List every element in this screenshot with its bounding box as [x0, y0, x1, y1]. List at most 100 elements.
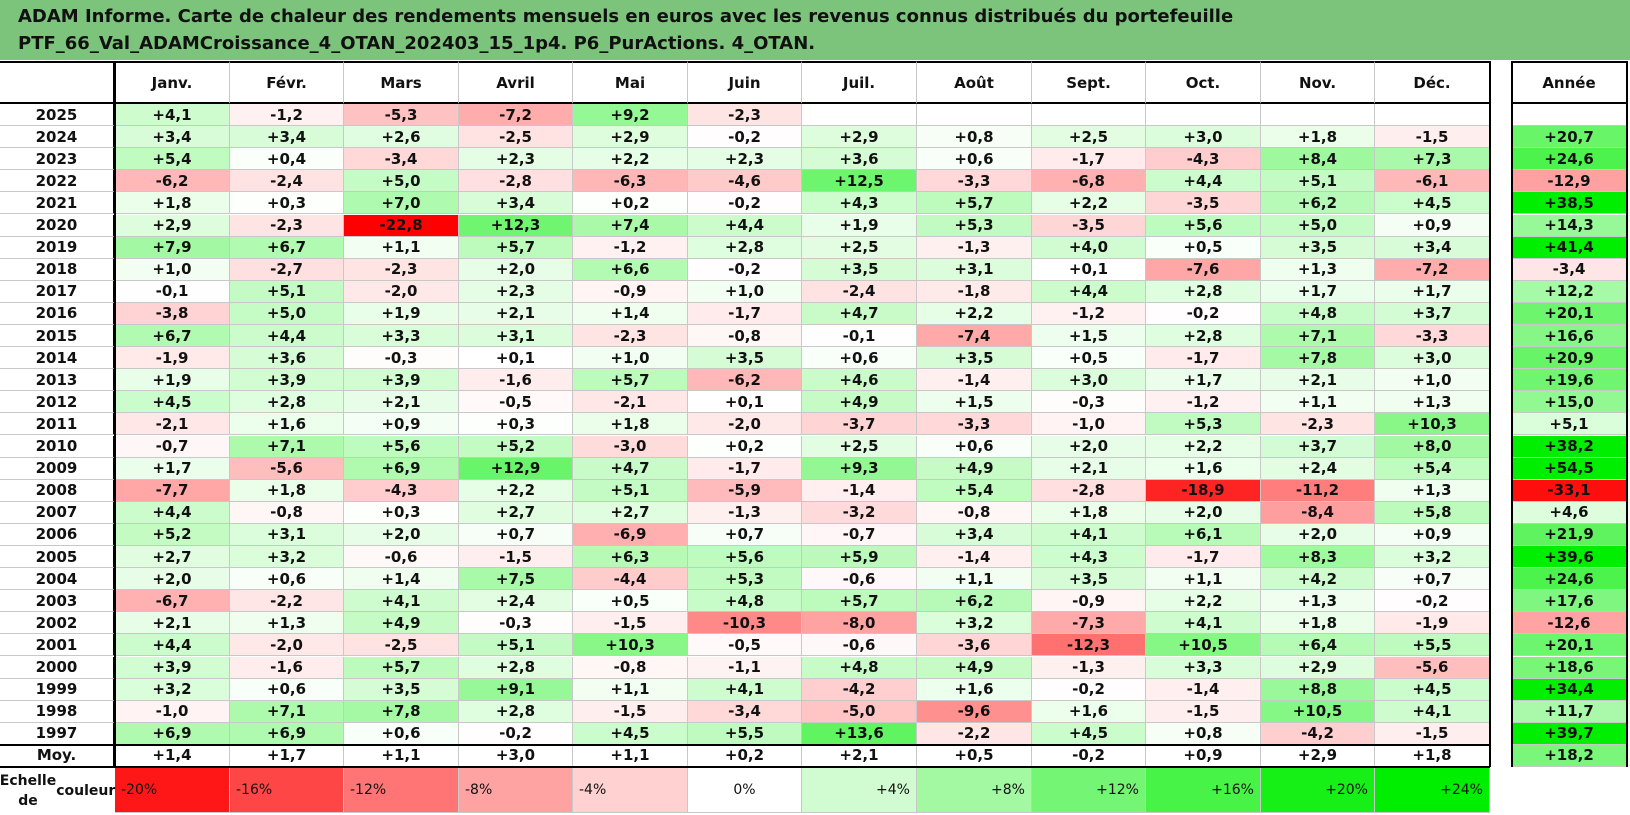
heatmap-cell: +4,1 [688, 678, 802, 701]
heatmap-cell: +5,5 [688, 722, 802, 745]
heatmap-cell: -0,9 [573, 280, 688, 303]
heatmap-cell: +1,0 [573, 347, 688, 370]
heatmap-cell: +2,1 [459, 302, 573, 325]
heatmap-cell: -9,6 [917, 700, 1032, 723]
year-label: 2008 [0, 479, 115, 502]
heatmap-cell [1375, 104, 1490, 127]
heatmap-cell: +3,0 [1032, 369, 1146, 392]
heatmap-cell: +7,8 [1261, 347, 1375, 370]
heatmap-cell: +7,4 [573, 214, 688, 237]
heatmap-cell: +1,3 [1375, 479, 1490, 502]
heatmap-cell: +1,1 [573, 678, 688, 701]
heatmap-cell: +4,1 [115, 104, 230, 127]
heatmap-cell: +4,4 [1146, 170, 1261, 193]
heatmap-cell: +1,9 [344, 302, 459, 325]
heatmap-cell: -0,2 [688, 192, 802, 215]
heatmap-cell: +1,6 [1032, 700, 1146, 723]
annual-cell: +41,4 [1512, 236, 1627, 259]
heatmap-cell: +5,2 [459, 435, 573, 458]
color-scale-swatch: +20% [1261, 768, 1375, 813]
heatmap-cell: -1,5 [573, 612, 688, 635]
heatmap-cell: -3,5 [1146, 192, 1261, 215]
heatmap-cell: -2,8 [1032, 479, 1146, 502]
heatmap-cell: +1,9 [802, 214, 917, 237]
heatmap-cell: -1,5 [1375, 722, 1490, 745]
heatmap-cell: -1,3 [688, 501, 802, 524]
heatmap-cell: -0,6 [802, 634, 917, 657]
heatmap-cell: +4,4 [115, 634, 230, 657]
heatmap-cell: -2,8 [459, 170, 573, 193]
annual-cell: +20,9 [1512, 347, 1627, 370]
month-header-9: Sept. [1032, 61, 1146, 104]
heatmap-cell: -1,2 [573, 236, 688, 259]
heatmap-cell: +2,9 [802, 126, 917, 149]
heatmap-cell: -0,3 [1032, 391, 1146, 414]
heatmap-cell: +4,1 [1375, 700, 1490, 723]
heatmap-cell: +4,7 [573, 457, 688, 480]
heatmap-cell: -0,1 [115, 280, 230, 303]
heatmap-cell: +7,1 [230, 435, 344, 458]
heatmap-cell: -3,0 [573, 435, 688, 458]
heatmap-cell: +5,7 [344, 656, 459, 679]
average-cell: -0,2 [1032, 744, 1146, 767]
annual-cell: +20,1 [1512, 634, 1627, 657]
heatmap-cell: +2,0 [115, 568, 230, 591]
heatmap-cell: +3,3 [1146, 656, 1261, 679]
heatmap-cell: +7,0 [344, 192, 459, 215]
heatmap-cell: +2,9 [1261, 656, 1375, 679]
heatmap-cell: +2,1 [1261, 369, 1375, 392]
year-label: 2006 [0, 523, 115, 546]
average-cell: +1,1 [344, 744, 459, 767]
heatmap-cell: +2,8 [1146, 280, 1261, 303]
heatmap-cell: +0,8 [917, 126, 1032, 149]
heatmap-cell: +5,2 [115, 523, 230, 546]
color-scale-swatch: +12% [1032, 768, 1146, 813]
heatmap-cell: +2,6 [344, 126, 459, 149]
heatmap-cell: +3,4 [459, 192, 573, 215]
heatmap-cell: -1,4 [1146, 678, 1261, 701]
heatmap-cell: -0,2 [459, 722, 573, 745]
heatmap-cell [1032, 104, 1146, 127]
heatmap-cell: +4,8 [688, 590, 802, 613]
year-label: 2011 [0, 413, 115, 436]
heatmap-cell: +10,5 [1261, 700, 1375, 723]
heatmap-cell: +1,8 [1261, 126, 1375, 149]
heatmap-cell: +1,6 [1146, 457, 1261, 480]
heatmap-cell: +5,4 [917, 479, 1032, 502]
heatmap-cell: -3,7 [802, 413, 917, 436]
heatmap-cell: -7,7 [115, 479, 230, 502]
heatmap-cell: +5,7 [917, 192, 1032, 215]
heatmap-cell: +3,9 [230, 369, 344, 392]
heatmap-cell: +3,9 [115, 656, 230, 679]
heatmap-cell: -1,7 [1146, 347, 1261, 370]
report-title-banner: ADAM Informe. Carte de chaleur des rende… [0, 0, 1630, 60]
heatmap-cell: -5,3 [344, 104, 459, 127]
heatmap-cell: -2,5 [459, 126, 573, 149]
heatmap-cell: +4,7 [802, 302, 917, 325]
heatmap-cell: -0,3 [344, 347, 459, 370]
average-cell: +1,8 [1375, 744, 1490, 767]
heatmap-cell: -1,3 [917, 236, 1032, 259]
heatmap-cell: +2,3 [459, 148, 573, 171]
heatmap-cell: +1,6 [230, 413, 344, 436]
heatmap-cell: +3,5 [917, 347, 1032, 370]
heatmap-cell: -2,2 [230, 590, 344, 613]
annual-cell: +38,5 [1512, 192, 1627, 215]
heatmap-cell: -0,6 [344, 546, 459, 569]
annual-cell: +54,5 [1512, 457, 1627, 480]
heatmap-cell: -0,7 [115, 435, 230, 458]
heatmap-cell: +0,1 [1032, 258, 1146, 281]
heatmap-cell: +5,6 [344, 435, 459, 458]
heatmap-cell: +1,7 [1261, 280, 1375, 303]
heatmap-cell: +6,9 [230, 722, 344, 745]
heatmap-cell: +2,2 [917, 302, 1032, 325]
heatmap-cell: +0,8 [1146, 722, 1261, 745]
heatmap-cell: +3,6 [802, 148, 917, 171]
heatmap-cell: -1,6 [459, 369, 573, 392]
month-header-2: Févr. [230, 61, 344, 104]
heatmap-cell: +6,2 [1261, 192, 1375, 215]
heatmap-cell: +10,5 [1146, 634, 1261, 657]
heatmap-cell: -3,3 [917, 413, 1032, 436]
report-title-line-1: ADAM Informe. Carte de chaleur des rende… [18, 6, 1234, 27]
year-label: 2023 [0, 148, 115, 171]
